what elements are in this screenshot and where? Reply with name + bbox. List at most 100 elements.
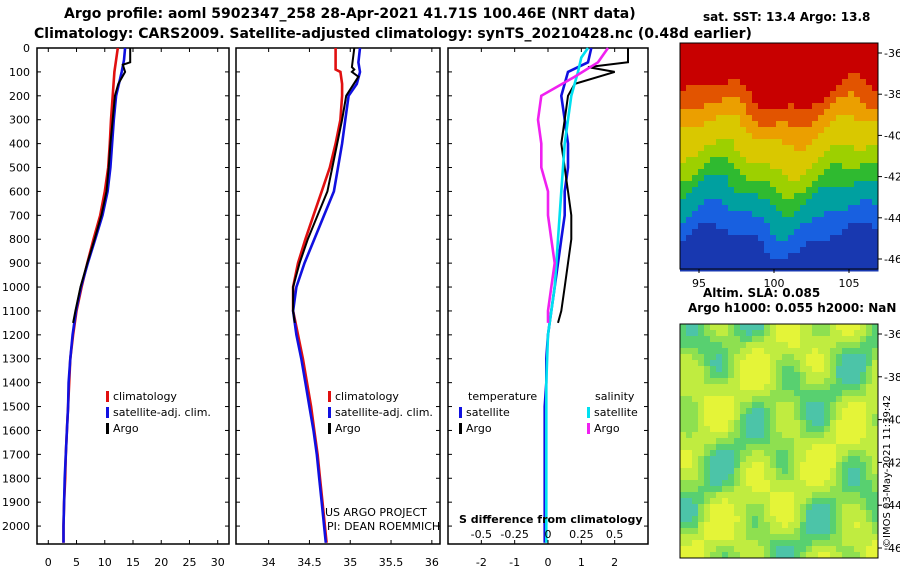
- map-cell: [728, 151, 735, 158]
- map-cell: [698, 181, 705, 188]
- map-cell: [812, 91, 819, 98]
- map-cell: [740, 504, 747, 511]
- map-cell: [698, 61, 705, 68]
- secondary-x-tick-label: -0.5: [471, 528, 492, 541]
- map-cell: [818, 432, 825, 439]
- map-cell: [722, 61, 729, 68]
- map-cell: [692, 193, 699, 200]
- map-cell: [794, 151, 801, 158]
- map-cell: [728, 402, 735, 409]
- map-cell: [788, 241, 795, 248]
- map-cell: [782, 528, 789, 535]
- map-cell: [806, 408, 813, 415]
- map-cell: [716, 175, 723, 182]
- map-cell: [764, 127, 771, 134]
- map-cell: [824, 396, 831, 403]
- map-cell: [866, 49, 873, 56]
- map-cell: [842, 510, 849, 517]
- map-cell: [680, 157, 687, 164]
- map-cell: [746, 450, 753, 457]
- map-cell: [782, 414, 789, 421]
- map-cell: [830, 97, 837, 104]
- map-cell: [734, 109, 741, 116]
- map-cell: [680, 396, 687, 403]
- map-cell: [806, 133, 813, 140]
- map-cell: [800, 223, 807, 230]
- map-cell: [848, 522, 855, 529]
- map-cell: [860, 127, 867, 134]
- map-cell: [824, 241, 831, 248]
- map-cell: [770, 169, 777, 176]
- map-cell: [722, 151, 729, 158]
- map-cell: [776, 498, 783, 505]
- map-cell: [734, 378, 741, 385]
- map-cell: [830, 265, 837, 272]
- map-cell: [842, 546, 849, 553]
- map-cell: [740, 414, 747, 421]
- map-cell: [770, 552, 777, 559]
- map-cell: [728, 235, 735, 242]
- map-cell: [776, 456, 783, 463]
- map-cell: [794, 85, 801, 92]
- map-cell: [722, 450, 729, 457]
- map-cell: [764, 241, 771, 248]
- map-cell: [704, 528, 711, 535]
- map-cell: [812, 85, 819, 92]
- map-cell: [848, 366, 855, 373]
- depth-tick-label: 500: [9, 162, 30, 175]
- map-cell: [734, 462, 741, 469]
- map-cell: [752, 253, 759, 260]
- map-cell: [848, 157, 855, 164]
- map-cell: [734, 546, 741, 553]
- map-cell: [860, 103, 867, 110]
- map-cell: [698, 91, 705, 98]
- map-cell: [722, 235, 729, 242]
- map-cell: [722, 85, 729, 92]
- map-cell: [680, 205, 687, 212]
- map-cell: [818, 504, 825, 511]
- map-cell: [716, 121, 723, 128]
- map-cell: [770, 408, 777, 415]
- map-cell: [860, 253, 867, 260]
- map-cell: [692, 378, 699, 385]
- map-cell: [800, 546, 807, 553]
- map-cell: [854, 390, 861, 397]
- map-cell: [872, 468, 879, 475]
- map-cell: [710, 552, 717, 559]
- map-cell: [692, 450, 699, 457]
- map-cell: [692, 103, 699, 110]
- map-cell: [734, 163, 741, 170]
- map-cell: [728, 540, 735, 547]
- map-cell: [800, 211, 807, 218]
- map-cell: [698, 127, 705, 134]
- map-cell: [764, 450, 771, 457]
- map-cell: [776, 127, 783, 134]
- map-cell: [716, 235, 723, 242]
- map-cell: [722, 79, 729, 86]
- map-cell: [866, 462, 873, 469]
- map-cell: [788, 205, 795, 212]
- map-cell: [866, 181, 873, 188]
- map-cell: [746, 229, 753, 236]
- map-cell: [728, 139, 735, 146]
- map-cell: [776, 540, 783, 547]
- map-cell: [842, 103, 849, 110]
- map-cell: [788, 151, 795, 158]
- map-cell: [758, 115, 765, 122]
- map-cell: [818, 438, 825, 445]
- map-cell: [752, 175, 759, 182]
- map-cell: [866, 223, 873, 230]
- map-cell: [758, 450, 765, 457]
- map-cell: [776, 324, 783, 331]
- map-cell: [770, 91, 777, 98]
- map-cell: [818, 426, 825, 433]
- map-cell: [782, 73, 789, 80]
- map-cell: [866, 241, 873, 248]
- map-cell: [866, 253, 873, 260]
- map-cell: [722, 438, 729, 445]
- map-cell: [782, 223, 789, 230]
- map-cell: [770, 193, 777, 200]
- map-cell: [842, 474, 849, 481]
- map-cell: [860, 360, 867, 367]
- map-cell: [758, 85, 765, 92]
